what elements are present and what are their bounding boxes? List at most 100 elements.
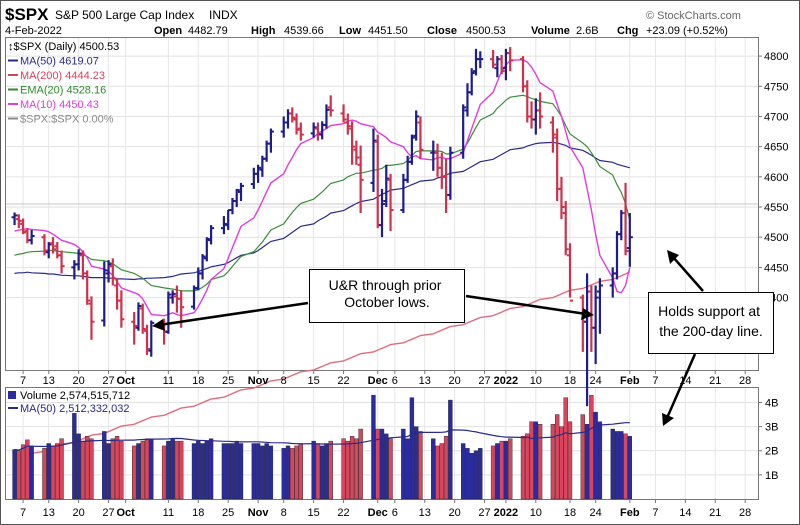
- volume-bar: [144, 438, 150, 500]
- price-bar: [148, 320, 155, 357]
- date-tick-label: 7: [20, 507, 26, 519]
- volume-bar: [106, 443, 111, 500]
- price-bar: [327, 95, 334, 117]
- date-tick-label: 22: [337, 507, 349, 519]
- date-tick-label: 14: [679, 507, 691, 519]
- price-bar: [220, 216, 227, 235]
- price-bar: [417, 116, 424, 159]
- volume-bar: [196, 440, 201, 500]
- price-tick-label: 4700: [764, 111, 788, 123]
- date-tick-label: 18: [564, 375, 576, 387]
- date-tick-label: 2022: [494, 375, 518, 387]
- date-tick-label: 6: [392, 375, 398, 387]
- open-label: Open: [154, 25, 182, 37]
- date-tick-label: 13: [43, 507, 55, 519]
- date-tick-label: 10: [530, 507, 542, 519]
- date-tick-label: 27: [102, 375, 114, 387]
- volume-axis: 1B 2B 3B 4B: [758, 397, 778, 482]
- date-tick-label: 8: [281, 375, 287, 387]
- price-bar: [383, 164, 390, 208]
- price-bar: [58, 250, 65, 274]
- price-bar: [28, 229, 35, 245]
- volume-tick-label: 3B: [765, 422, 778, 434]
- volume-bar: [285, 445, 291, 500]
- price-bar: [626, 213, 633, 267]
- volume-bar: [294, 445, 299, 500]
- volume-bar: [89, 438, 94, 500]
- volume-bar: [469, 452, 474, 500]
- annotation-ur-box: [309, 269, 465, 323]
- volume-bar: [204, 440, 209, 500]
- low-label: Low: [339, 25, 361, 37]
- volume-bar: [589, 395, 594, 500]
- volume-bar: [533, 421, 538, 500]
- date-tick-label: 20: [73, 507, 85, 519]
- volume-bar: [345, 440, 350, 500]
- volume-bar: [550, 423, 556, 500]
- date-tick-label: 24: [590, 507, 602, 519]
- price-bar: [370, 128, 377, 192]
- date-tick-label: 27: [478, 507, 490, 519]
- price-bar: [507, 47, 514, 72]
- price-tick-label: 4500: [764, 232, 788, 244]
- volume-bar: [20, 444, 26, 500]
- date-tick-label: 13: [43, 375, 55, 387]
- date-tick-label: Oct: [116, 507, 135, 519]
- price-bar: [387, 173, 394, 232]
- price-bar: [477, 51, 484, 69]
- arrow-jan-head: [581, 308, 594, 320]
- ma200-layer: [14, 270, 631, 462]
- volume-bar: [315, 443, 321, 500]
- ema20-line: [14, 94, 631, 292]
- stockcharts-brand[interactable]: © StockCharts.com: [646, 10, 741, 22]
- price-bar: [118, 290, 125, 328]
- close-label: Close: [427, 25, 457, 37]
- volume-bar: [465, 448, 470, 500]
- price-bar: [208, 225, 215, 245]
- volume-bar: [251, 443, 256, 500]
- volume-bar: [401, 428, 406, 500]
- date-tick-label: Dec: [368, 507, 388, 519]
- volume-bar: [580, 414, 585, 500]
- arrow-support-line: [672, 256, 704, 292]
- volume-bar: [555, 414, 560, 500]
- volume-bar: [499, 440, 504, 500]
- annotation-ur-line2: October lows.: [344, 294, 430, 310]
- date-tick-label: 21: [709, 375, 721, 387]
- volume-bar: [431, 438, 436, 500]
- volume-bar: [132, 445, 137, 500]
- legend-item: MA(50) 4619.07: [20, 56, 99, 68]
- volume-bar: [435, 445, 440, 500]
- date-tick-label: 7: [652, 375, 658, 387]
- price-bar: [413, 110, 420, 141]
- arrow-jan-line: [465, 294, 587, 316]
- volume-bar: [349, 436, 355, 500]
- price-tick-label: 4750: [764, 81, 788, 93]
- close-value: 4500.53: [466, 25, 506, 37]
- price-bar: [101, 261, 108, 327]
- date-tick-label: 15: [308, 507, 320, 519]
- legend-item: MA(200) 4444.23: [20, 70, 105, 82]
- volume-bar: [136, 443, 141, 500]
- price-bar: [344, 113, 351, 135]
- volume-bar: [114, 436, 120, 500]
- arrow-oct-line: [158, 301, 309, 327]
- date-tick-label: 18: [192, 375, 204, 387]
- date-tick-label: 27: [478, 375, 490, 387]
- price-bar: [310, 122, 317, 138]
- price-bar: [408, 134, 415, 165]
- price-bar: [297, 122, 304, 141]
- volume-bar: [610, 428, 615, 500]
- volume-bar: [525, 433, 530, 500]
- volume-bar: [328, 440, 333, 500]
- volume-bar: [268, 445, 274, 500]
- volume-bar: [281, 448, 286, 500]
- legend-item: Volume 2,574,515,712: [20, 390, 130, 402]
- price-bar: [169, 290, 176, 304]
- price-bar: [293, 113, 300, 135]
- volume-bar: [76, 433, 81, 500]
- ema20-layer: [14, 94, 631, 292]
- volume-bar: [461, 443, 466, 500]
- date-tick-label: Feb: [620, 507, 640, 519]
- price-bar: [109, 258, 116, 286]
